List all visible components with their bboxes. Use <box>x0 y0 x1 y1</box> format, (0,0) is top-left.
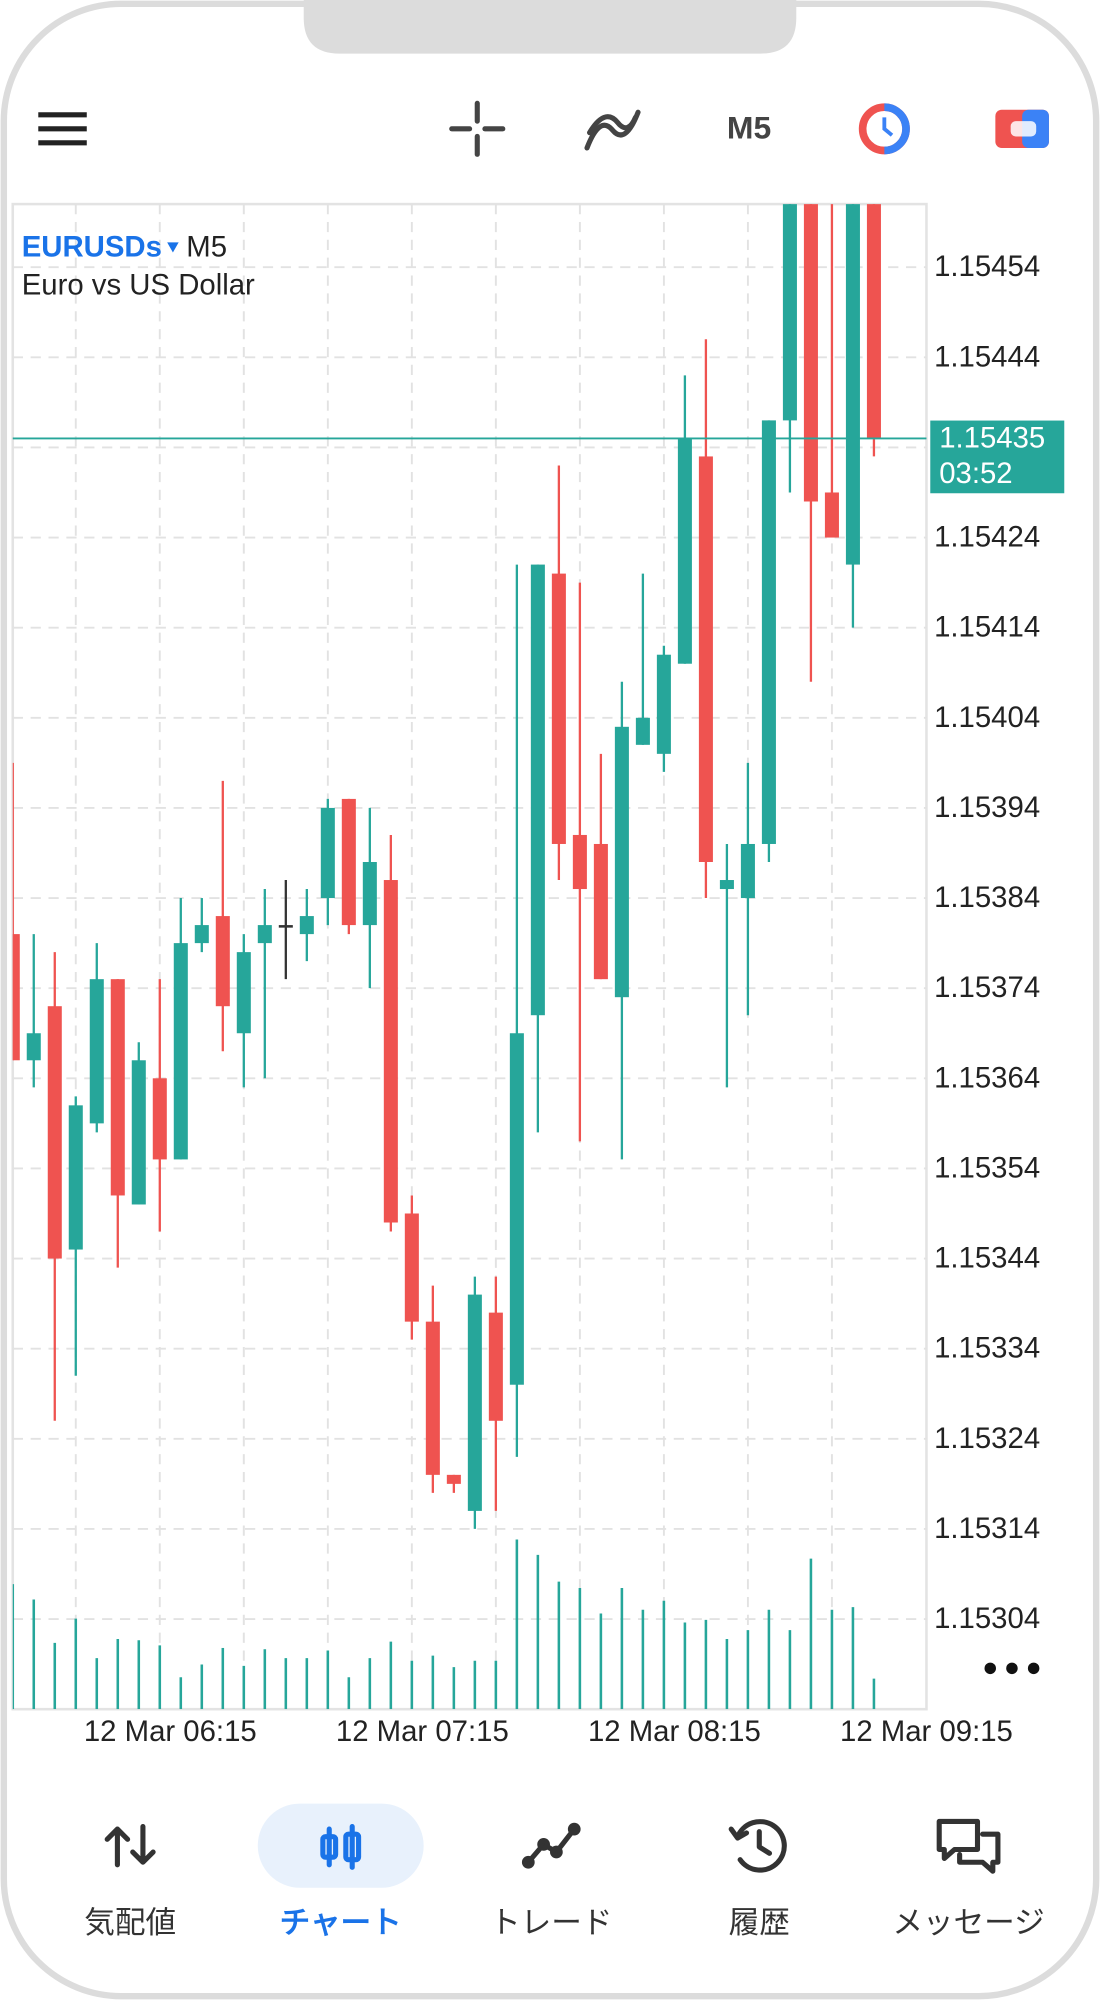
bar-countdown: 03:52 <box>939 457 1012 490</box>
x-tick-label: 12 Mar 07:15 <box>336 1715 509 1748</box>
y-tick-label: 1.15454 <box>934 250 1040 283</box>
candle-body <box>824 492 839 538</box>
candle-body <box>845 204 860 565</box>
candle-body <box>278 925 293 928</box>
candle-body <box>509 1033 524 1385</box>
candle-body <box>110 979 125 1196</box>
y-tick-label: 1.15424 <box>934 521 1040 554</box>
y-tick-label: 1.15364 <box>934 1061 1040 1094</box>
candle-body <box>404 1213 419 1322</box>
x-tick-label: 12 Mar 08:15 <box>588 1715 761 1748</box>
candle-body <box>698 456 713 863</box>
y-tick-label: 1.15314 <box>934 1512 1040 1545</box>
last-price-box <box>930 420 1065 494</box>
trade-clock-button[interactable] <box>858 103 910 155</box>
candle-body <box>782 204 797 421</box>
candle-body <box>761 420 776 844</box>
symbol-description: Euro vs US Dollar <box>22 269 255 302</box>
y-tick-label: 1.15414 <box>934 611 1040 644</box>
axes: 1.154541.154441.154341.154241.154141.154… <box>12 250 1065 1748</box>
nav-tab[interactable]: メッセージ <box>892 1906 1044 1940</box>
symbol[interactable]: EURUSDs <box>22 230 162 263</box>
candle-body <box>68 1105 83 1250</box>
candle-body <box>614 726 629 998</box>
candle-body <box>236 952 251 1034</box>
candle-body <box>803 204 818 502</box>
candles <box>12 204 881 1529</box>
candle-body <box>26 1033 41 1061</box>
y-tick-label: 1.15324 <box>934 1422 1040 1455</box>
y-tick-label: 1.15394 <box>934 791 1040 824</box>
nav-tab[interactable]: 履歴 <box>729 1906 790 1940</box>
y-tick-label: 1.15304 <box>934 1602 1040 1635</box>
nav-tabs: 気配値 チャート トレード 履歴 メッセージ <box>84 1906 1045 1940</box>
candle-body <box>152 1078 167 1160</box>
last-price-label: 1.15435 <box>939 421 1045 454</box>
notch <box>303 0 797 54</box>
candle-body <box>383 880 398 1223</box>
history-icon[interactable] <box>728 1819 787 1873</box>
candle-body <box>299 916 314 935</box>
candle-body <box>446 1474 461 1484</box>
candle-body <box>488 1312 503 1421</box>
symbol-dropdown[interactable] <box>167 242 179 253</box>
active-tab-highlight <box>257 1803 424 1888</box>
candle-body <box>530 564 545 1016</box>
nav-tab[interactable]: トレード <box>490 1906 612 1940</box>
candle-body <box>215 916 230 1007</box>
trade-icon[interactable] <box>521 1822 581 1869</box>
candle-body <box>194 925 209 944</box>
candle-body <box>593 843 608 980</box>
volumes <box>12 1539 876 1710</box>
candle-body <box>89 979 104 1124</box>
candle-body <box>719 880 734 890</box>
candle-body <box>677 438 692 664</box>
y-tick-label: 1.15334 <box>934 1332 1040 1365</box>
quotes-icon[interactable] <box>104 1823 156 1868</box>
nav-icons <box>104 1818 1001 1874</box>
candle-body <box>47 1006 62 1259</box>
more-button[interactable] <box>984 1662 1040 1675</box>
chart-timeframe: M5 <box>186 230 227 263</box>
nav-tab[interactable]: 気配値 <box>84 1906 176 1940</box>
candle-body <box>635 717 650 745</box>
candle-body <box>425 1321 440 1475</box>
y-tick-label: 1.15354 <box>934 1151 1040 1184</box>
chart-icon[interactable] <box>320 1823 362 1870</box>
candle-body <box>320 807 335 899</box>
crosshair-button[interactable] <box>449 100 506 157</box>
candle-body <box>12 934 20 1061</box>
y-tick-label: 1.15404 <box>934 701 1040 734</box>
candle-body <box>257 925 272 944</box>
candle-body <box>131 1060 146 1205</box>
candle-body <box>740 843 755 899</box>
candle-body <box>173 943 188 1160</box>
x-tick-label: 12 Mar 06:15 <box>84 1715 257 1748</box>
candle-body <box>572 834 587 890</box>
candle-body <box>866 204 881 439</box>
candle-body <box>656 654 671 754</box>
timeframe-button[interactable]: M5 <box>727 110 771 146</box>
y-tick-label: 1.15344 <box>934 1242 1040 1275</box>
candle-body <box>341 798 356 926</box>
one-click-button[interactable] <box>995 109 1049 148</box>
nav-tab[interactable]: チャート <box>280 1906 402 1940</box>
menu-button[interactable] <box>38 112 87 146</box>
candle-body <box>551 573 566 844</box>
y-tick-label: 1.15444 <box>934 340 1040 373</box>
y-tick-label: 1.15374 <box>934 971 1040 1004</box>
messages-icon[interactable] <box>936 1818 1001 1874</box>
x-tick-label: 12 Mar 09:15 <box>840 1715 1013 1748</box>
indicators-button[interactable] <box>584 109 641 151</box>
candle-body <box>467 1294 482 1511</box>
candle-body <box>362 862 377 926</box>
y-tick-label: 1.15384 <box>934 881 1040 914</box>
